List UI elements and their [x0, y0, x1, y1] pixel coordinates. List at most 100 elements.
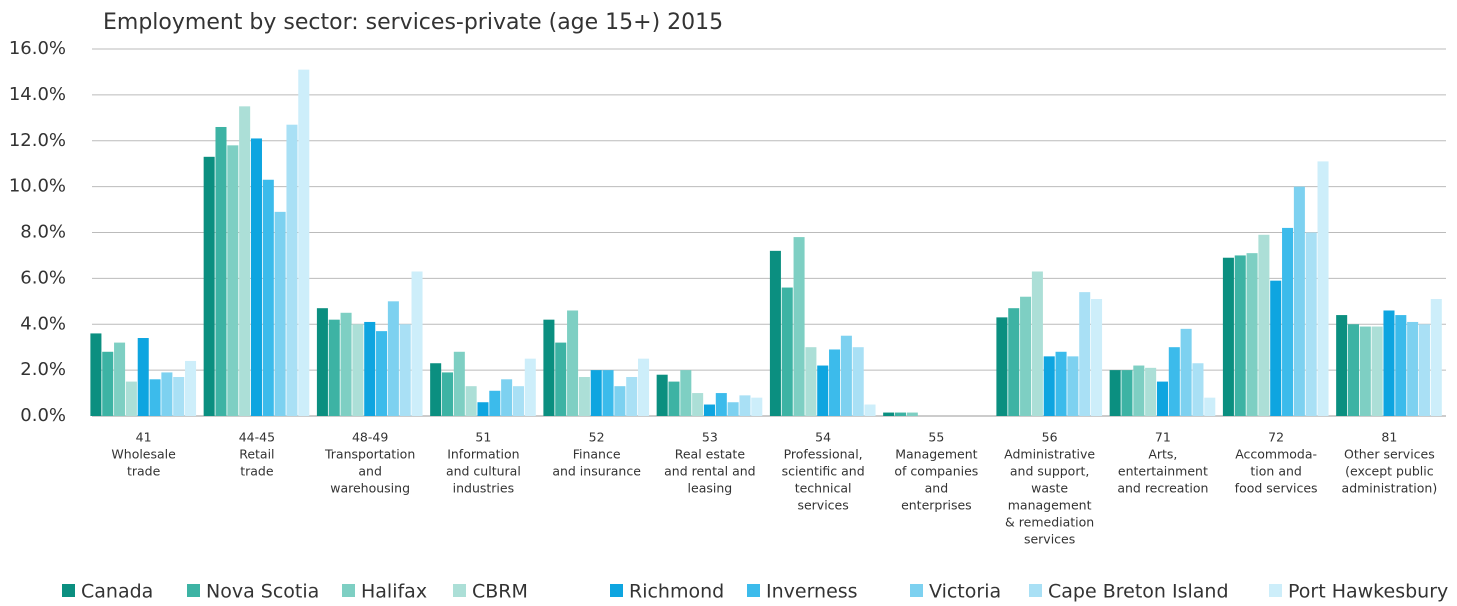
bar: [1156, 381, 1168, 416]
x-tick-label: trade: [127, 464, 161, 479]
bar: [1091, 299, 1103, 416]
bar: [751, 397, 763, 416]
x-tick-label: 53: [702, 430, 718, 445]
bar: [567, 310, 579, 416]
bar: [114, 342, 126, 416]
legend-swatch: [187, 584, 200, 597]
bar: [340, 312, 352, 416]
bar: [161, 372, 173, 416]
bar: [1336, 315, 1348, 416]
bar: [1430, 299, 1442, 416]
bar: [727, 402, 739, 416]
x-tick-label: Wholesale: [111, 447, 176, 462]
x-tick-label: of companies: [894, 464, 978, 479]
x-tick-label: Professional,: [784, 447, 863, 462]
bar: [1418, 324, 1430, 416]
x-tick-label: and insurance: [552, 464, 641, 479]
x-tick-label: 51: [475, 430, 491, 445]
x-tick-label: tion and: [1250, 464, 1301, 479]
bar: [1020, 296, 1032, 416]
x-tick-label: services: [797, 498, 848, 513]
bar: [1258, 234, 1270, 416]
legend-label: Halifax: [361, 581, 427, 603]
bar: [453, 351, 465, 416]
x-tick-label: and cultural: [446, 464, 521, 479]
bar: [1192, 363, 1204, 416]
bar: [1222, 257, 1234, 416]
bar: [90, 333, 102, 416]
x-tick-label: Arts,: [1148, 447, 1177, 462]
x-tick-label: 71: [1155, 430, 1171, 445]
bar: [411, 271, 423, 416]
bar: [465, 386, 477, 416]
bar: [149, 379, 161, 416]
chart-title: Employment by sector: services-private (…: [103, 10, 723, 35]
bar: [1109, 370, 1121, 416]
x-tick-label: trade: [240, 464, 274, 479]
bar: [1180, 328, 1192, 416]
bar: [316, 308, 328, 416]
bar: [1145, 367, 1157, 416]
bar: [781, 287, 793, 416]
bar: [883, 412, 895, 416]
bar: [1317, 161, 1329, 416]
x-tick-label: and: [925, 481, 949, 496]
bar: [524, 358, 536, 416]
legend-label: Victoria: [929, 581, 1001, 603]
bar: [203, 156, 215, 416]
x-tick-label: entertainment: [1118, 464, 1208, 479]
bar: [739, 395, 751, 416]
bar: [1168, 347, 1180, 416]
bar: [996, 317, 1008, 416]
x-tick-label: Transportation: [324, 447, 415, 462]
x-tick-label: 56: [1042, 430, 1058, 445]
bar: [185, 360, 197, 416]
x-tick-label: 44-45: [239, 430, 275, 445]
x-tick-label: Management: [895, 447, 977, 462]
legend-label: Canada: [81, 581, 153, 603]
bar: [1043, 356, 1055, 416]
bar: [102, 351, 114, 416]
x-tick-label: waste: [1031, 481, 1068, 496]
y-tick-label: 4.0%: [20, 313, 66, 334]
x-tick-label: Administrative: [1004, 447, 1095, 462]
y-tick-label: 16.0%: [9, 38, 66, 59]
x-tick-label: 81: [1381, 430, 1397, 445]
bar: [602, 370, 614, 416]
x-tick-label: 55: [928, 430, 944, 445]
bar: [399, 324, 411, 416]
bar: [328, 319, 340, 416]
y-tick-label: 14.0%: [9, 84, 66, 105]
bar: [274, 211, 286, 416]
bar: [286, 124, 298, 416]
bar: [656, 374, 668, 416]
legend-label: CBRM: [472, 581, 528, 603]
bar: [1395, 315, 1407, 416]
x-tick-label: technical: [795, 481, 852, 496]
y-tick-label: 2.0%: [20, 359, 66, 380]
bar: [387, 301, 399, 416]
bar: [692, 393, 704, 416]
x-tick-label: and rental and: [664, 464, 756, 479]
x-tick-label: Information: [447, 447, 519, 462]
bar: [793, 237, 805, 416]
bar: [1067, 356, 1079, 416]
x-tick-label: Finance: [573, 447, 621, 462]
bar: [1031, 271, 1043, 416]
bar: [1234, 255, 1246, 416]
bar: [1246, 253, 1258, 416]
x-tick-label: (except public: [1345, 464, 1434, 479]
y-tick-label: 6.0%: [20, 267, 66, 288]
x-tick-label: administration): [1342, 481, 1438, 496]
x-tick-label: food services: [1235, 481, 1318, 496]
bar: [227, 145, 239, 416]
bar: [626, 377, 638, 416]
x-tick-label: Other services: [1344, 447, 1435, 462]
y-tick-label: 10.0%: [9, 176, 66, 197]
x-tick-label: enterprises: [901, 498, 972, 513]
bar: [805, 347, 817, 416]
bar: [703, 404, 715, 416]
bar: [852, 347, 864, 416]
bar: [906, 412, 918, 416]
